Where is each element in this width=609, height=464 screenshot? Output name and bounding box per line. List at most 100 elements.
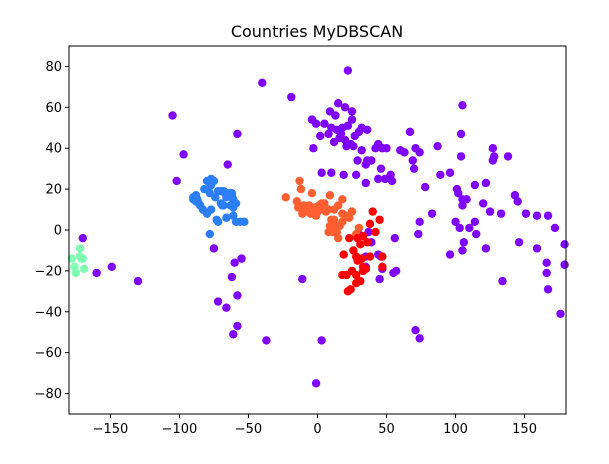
data-point <box>459 238 469 247</box>
y-tick-label: 20 <box>45 183 62 198</box>
data-point <box>258 78 267 88</box>
data-point <box>206 205 216 214</box>
data-point <box>317 336 326 345</box>
data-point <box>389 268 398 278</box>
data-point <box>205 229 215 239</box>
data-point <box>223 160 232 169</box>
data-point <box>472 229 481 239</box>
data-point <box>411 325 420 335</box>
data-point <box>488 156 498 165</box>
chart-title: Countries MyDBSCAN <box>231 22 403 41</box>
x-tick-label: −100 <box>162 422 198 437</box>
data-point <box>451 217 460 227</box>
data-point <box>222 213 231 222</box>
data-point <box>478 199 488 208</box>
data-point <box>237 254 246 263</box>
data-point <box>179 150 188 159</box>
data-point <box>458 201 467 210</box>
data-point <box>340 103 350 112</box>
y-tick-label: −20 <box>35 264 62 279</box>
data-point <box>361 178 371 188</box>
data-point <box>317 168 326 177</box>
data-point <box>378 252 387 261</box>
data-point <box>307 189 317 198</box>
data-point <box>420 182 430 192</box>
data-point <box>542 258 551 267</box>
data-point <box>168 111 177 120</box>
data-point <box>560 240 569 249</box>
data-point <box>400 148 409 157</box>
data-point <box>339 250 348 259</box>
data-point <box>445 250 455 259</box>
data-point <box>378 262 387 271</box>
data-point <box>470 217 480 227</box>
data-point <box>347 115 357 124</box>
data-point <box>532 211 542 220</box>
y-tick-label: −40 <box>35 305 62 320</box>
points-layer <box>67 66 569 388</box>
y-tick-label: 80 <box>45 60 62 75</box>
data-point <box>543 285 553 294</box>
data-point <box>375 274 384 284</box>
data-point <box>67 254 76 263</box>
data-point <box>227 272 237 282</box>
data-point <box>354 223 364 233</box>
data-point <box>374 174 383 184</box>
data-point <box>309 144 318 153</box>
data-point <box>456 129 466 139</box>
data-point <box>325 191 335 200</box>
data-point <box>298 274 307 284</box>
x-tick-label: 50 <box>378 422 395 437</box>
data-point <box>488 144 498 153</box>
data-point <box>316 131 325 141</box>
data-point <box>357 254 366 263</box>
data-point <box>550 223 560 233</box>
data-point <box>513 197 522 206</box>
data-point <box>92 268 101 278</box>
data-point <box>380 174 390 184</box>
data-point <box>222 303 231 312</box>
data-point <box>454 189 463 198</box>
data-point <box>356 276 365 286</box>
data-point <box>498 276 507 286</box>
data-point <box>70 262 79 271</box>
data-point <box>351 270 361 280</box>
data-point <box>327 223 336 233</box>
data-point <box>436 170 445 179</box>
y-tick-label: 0 <box>54 224 62 239</box>
data-point <box>216 199 226 208</box>
data-point <box>200 184 209 194</box>
data-point <box>133 276 143 286</box>
x-axis: −150 −100 −50 0 50 100 150 <box>93 414 537 437</box>
data-point <box>343 66 353 75</box>
data-point <box>456 152 466 161</box>
data-point <box>353 156 362 165</box>
data-point <box>334 201 343 210</box>
data-point <box>365 252 375 261</box>
data-point <box>311 211 321 220</box>
data-point <box>206 174 216 184</box>
y-tick-label: −60 <box>35 346 62 361</box>
plot-frame <box>68 45 567 415</box>
x-tick-label: 0 <box>313 422 321 437</box>
data-point <box>532 244 542 253</box>
data-point <box>320 199 329 208</box>
data-point <box>233 321 242 331</box>
data-point <box>503 152 513 161</box>
y-axis: −80 −60 −40 −20 0 20 40 60 80 <box>35 60 69 402</box>
data-point <box>307 115 317 124</box>
data-point <box>414 229 423 239</box>
data-point <box>226 201 235 210</box>
data-point <box>358 262 368 271</box>
data-point <box>458 246 467 255</box>
data-point <box>331 111 340 120</box>
data-point <box>521 209 531 218</box>
data-point <box>455 223 464 233</box>
x-tick-label: −50 <box>235 422 262 437</box>
data-point <box>465 223 474 233</box>
data-point <box>374 139 383 149</box>
data-point <box>415 148 424 157</box>
data-point <box>335 221 344 231</box>
data-point <box>365 219 375 229</box>
data-point <box>231 217 241 227</box>
